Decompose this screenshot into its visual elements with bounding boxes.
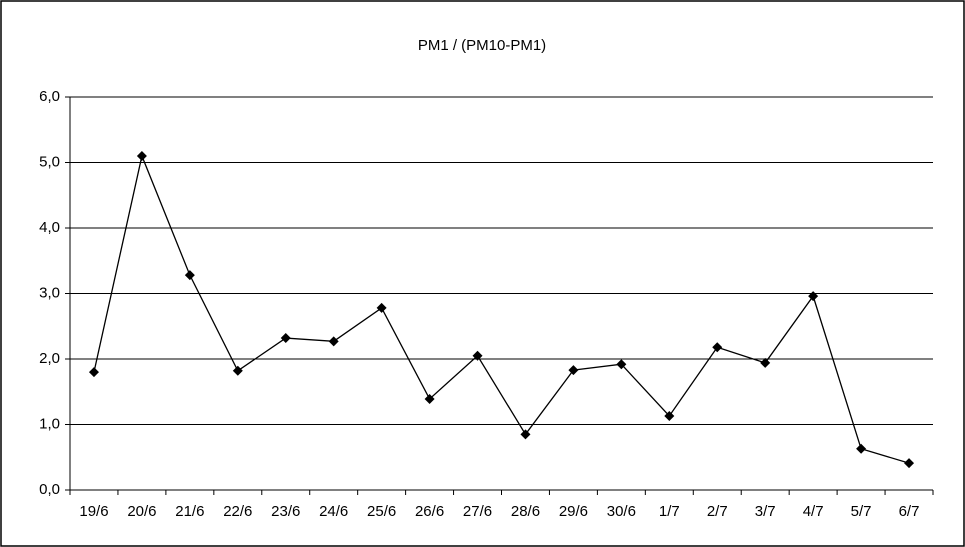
y-tick-label: 1,0: [39, 415, 60, 432]
x-tick-label: 26/6: [415, 503, 444, 520]
x-tick-label: 6/7: [899, 503, 920, 520]
line: [93, 153, 910, 464]
y-tick-label: 6,0: [39, 88, 60, 105]
x-tick-label: 29/6: [559, 503, 588, 520]
x-tick-label: 1/7: [659, 503, 680, 520]
x-tick-label: 22/6: [223, 503, 252, 520]
x-tick-label: 3/7: [755, 503, 776, 520]
marker: [184, 270, 195, 281]
x-tick-label: 23/6: [271, 503, 300, 520]
y-tick-label: 5,0: [39, 153, 60, 170]
marker: [88, 367, 99, 378]
marker: [808, 291, 819, 302]
x-tick-label: 25/6: [367, 503, 396, 520]
marker: [328, 336, 339, 347]
marker: [376, 302, 387, 313]
x-tick-label: 21/6: [175, 503, 204, 520]
x-tick-label: 27/6: [463, 503, 492, 520]
y-tick-label: 3,0: [39, 284, 60, 301]
x-tick-label: 30/6: [607, 503, 636, 520]
marker: [856, 443, 867, 454]
marker: [136, 150, 147, 161]
x-tick-label: 20/6: [127, 503, 156, 520]
marker: [472, 350, 483, 361]
marker: [568, 365, 579, 376]
marker: [616, 359, 627, 370]
marker: [232, 365, 243, 376]
marker: [760, 357, 771, 368]
x-tick-label: 5/7: [851, 503, 872, 520]
marker: [520, 429, 531, 440]
x-tick-label: 24/6: [319, 503, 348, 520]
marker: [712, 342, 723, 353]
marker: [280, 333, 291, 344]
marker: [664, 410, 675, 421]
chart-title: PM1 / (PM10-PM1): [418, 37, 546, 54]
x-tick-label: 28/6: [511, 503, 540, 520]
x-tick-label: 19/6: [79, 503, 108, 520]
y-tick-label: 0,0: [39, 481, 60, 498]
x-tick-label: 2/7: [707, 503, 728, 520]
marker: [904, 458, 915, 469]
marker: [424, 393, 435, 404]
y-tick-label: 2,0: [39, 350, 60, 367]
y-tick-label: 4,0: [39, 219, 60, 236]
x-tick-label: 4/7: [803, 503, 824, 520]
